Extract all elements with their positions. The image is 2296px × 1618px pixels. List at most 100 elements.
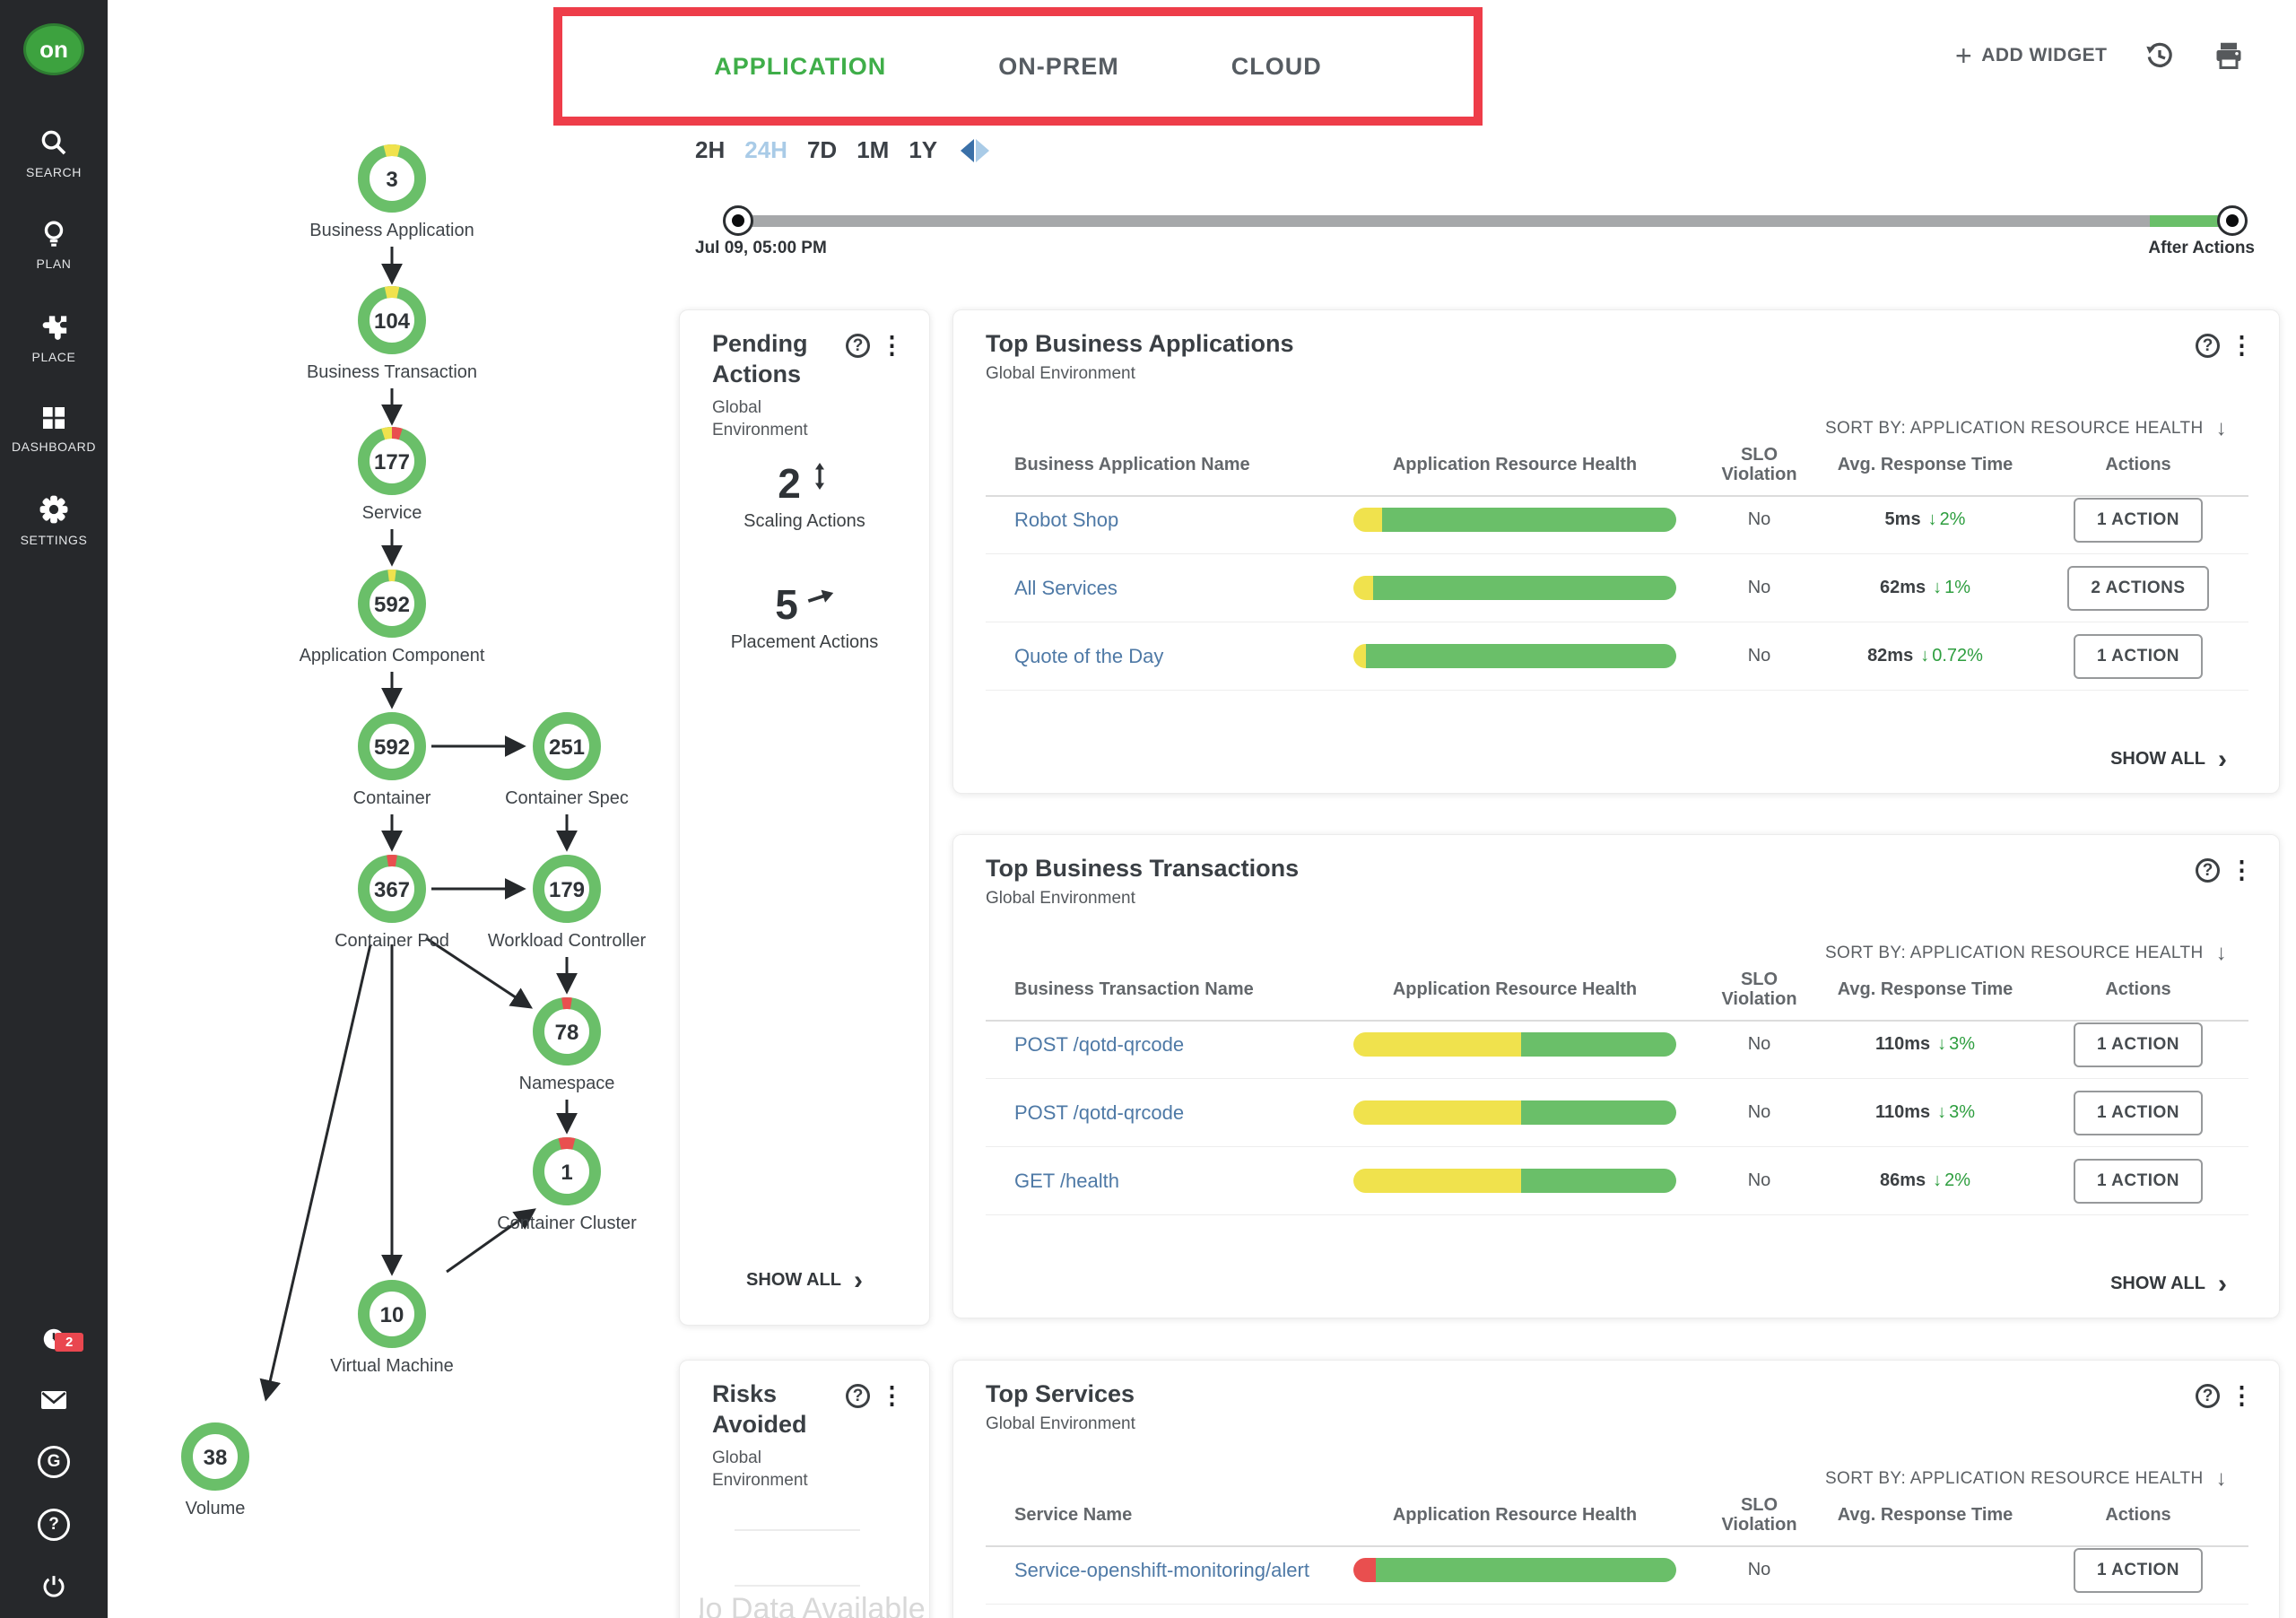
slo-value: No bbox=[1747, 1034, 1771, 1054]
messages-button[interactable] bbox=[39, 1385, 69, 1415]
kebab-menu-icon[interactable]: ⋮ bbox=[880, 332, 904, 359]
actions-button[interactable]: 2 ACTIONS bbox=[2067, 565, 2209, 611]
time-range-7d[interactable]: 7D bbox=[806, 136, 838, 163]
sort-by-control[interactable]: SORT BY: APPLICATION RESOURCE HEALTH ↓ bbox=[1825, 416, 2227, 441]
sort-by-control[interactable]: SORT BY: APPLICATION RESOURCE HEALTH ↓ bbox=[1825, 941, 2227, 966]
column-header: Service Name bbox=[1014, 1504, 1133, 1525]
time-step-arrows-icon[interactable] bbox=[961, 138, 990, 162]
actions-button[interactable]: 1 ACTION bbox=[2074, 1022, 2203, 1067]
table-row: Robot Shop No 5ms ↓ 2% 1 ACTION bbox=[986, 486, 2248, 554]
name-cell: POST /qotd-qrcode bbox=[986, 1033, 1326, 1057]
help-icon[interactable]: ? bbox=[846, 1384, 870, 1408]
show-all-link[interactable]: SHOW ALL › bbox=[680, 1266, 929, 1293]
history-icon[interactable] bbox=[2144, 39, 2176, 72]
tab-application[interactable]: APPLICATION bbox=[714, 52, 887, 80]
sort-by-control[interactable]: SORT BY: APPLICATION RESOURCE HEALTH ↓ bbox=[1825, 1466, 2227, 1492]
supply-node-workload-controller[interactable]: 179 Workload Controller bbox=[488, 855, 647, 952]
supply-node-namespace[interactable]: 78 Namespace bbox=[519, 997, 615, 1093]
add-widget-button[interactable]: + ADD WIDGET bbox=[1955, 41, 2108, 70]
supply-node-business-transaction[interactable]: 104 Business Transaction bbox=[307, 286, 477, 382]
time-range-1y[interactable]: 1Y bbox=[909, 136, 938, 163]
actions-cell: 2 ACTIONS bbox=[2035, 565, 2241, 611]
row-name-link[interactable]: Service-openshift-monitoring/alert bbox=[1014, 1558, 1309, 1581]
tab-on-prem[interactable]: ON-PREM bbox=[998, 52, 1119, 80]
supply-node-business-application[interactable]: 3 Business Application bbox=[309, 144, 474, 240]
time-range-1m[interactable]: 1M bbox=[857, 136, 890, 163]
table-header-row: Service Name Application Resource Health S… bbox=[986, 1495, 2248, 1547]
sidebar-item-search[interactable]: SEARCH bbox=[26, 127, 82, 179]
row-name-link[interactable]: Quote of the Day bbox=[1014, 644, 1164, 667]
supply-node-volume[interactable]: 38 Volume bbox=[181, 1422, 249, 1519]
pending-action-count: 2 bbox=[778, 460, 801, 507]
tab-cloud[interactable]: CLOUD bbox=[1231, 52, 1322, 80]
sidebar-item-settings[interactable]: SETTINGS bbox=[21, 493, 88, 547]
google-icon[interactable]: G bbox=[38, 1446, 70, 1478]
row-name-link[interactable]: All Services bbox=[1014, 576, 1118, 599]
name-cell: GET /health bbox=[986, 1170, 1326, 1193]
supply-node-container-cluster[interactable]: 1 Container Cluster bbox=[497, 1137, 637, 1233]
sidebar-item-place[interactable]: PLACE bbox=[32, 310, 76, 364]
logout-button[interactable] bbox=[39, 1571, 69, 1602]
actions-button[interactable]: 1 ACTION bbox=[2074, 1547, 2203, 1593]
widget-title: Top Business Applications bbox=[986, 330, 1294, 357]
response-cell: 82ms ↓ 0.72% bbox=[1815, 646, 2035, 666]
actions-button[interactable]: 1 ACTION bbox=[2074, 1158, 2203, 1204]
sidebar: on SEARCH PLAN PLACE DASHBOARD bbox=[0, 0, 108, 1618]
actions-button[interactable]: 1 ACTION bbox=[2074, 497, 2203, 543]
row-name-link[interactable]: POST /qotd-qrcode bbox=[1014, 1032, 1185, 1056]
help-icon[interactable]: ? bbox=[2196, 858, 2220, 883]
help-button[interactable]: ? bbox=[38, 1509, 70, 1541]
help-icon[interactable]: ? bbox=[2196, 1384, 2220, 1408]
node-count: 104 bbox=[374, 309, 411, 334]
sidebar-item-plan[interactable]: PLAN bbox=[37, 219, 72, 271]
kebab-menu-icon[interactable]: ⋮ bbox=[2230, 857, 2254, 883]
time-slider-track[interactable] bbox=[736, 215, 2231, 227]
pending-actions-widget: Pending Actions Global Environment ? ⋮ 2… bbox=[679, 309, 930, 1326]
supply-node-service[interactable]: 177 Service bbox=[356, 425, 427, 523]
sort-direction-icon: ↓ bbox=[2215, 941, 2227, 965]
help-icon[interactable]: ? bbox=[846, 334, 870, 358]
node-count: 367 bbox=[374, 878, 410, 902]
notifications-button[interactable]: 2 bbox=[39, 1324, 84, 1354]
chevron-right-icon: › bbox=[2218, 744, 2227, 774]
slider-handle-end[interactable] bbox=[2217, 205, 2248, 236]
sort-by-label: SORT BY: APPLICATION RESOURCE HEALTH bbox=[1824, 419, 2204, 438]
supply-node-container-spec[interactable]: 251 Container Spec bbox=[505, 712, 629, 809]
show-all-link[interactable]: SHOW ALL › bbox=[2110, 744, 2227, 774]
step-back-icon bbox=[961, 138, 975, 162]
after-actions-segment bbox=[2150, 215, 2231, 227]
health-bar-segment-green bbox=[1376, 1558, 1676, 1582]
row-name-link[interactable]: Robot Shop bbox=[1014, 508, 1119, 531]
kebab-menu-icon[interactable]: ⋮ bbox=[880, 1382, 904, 1409]
supply-chain-edge bbox=[259, 944, 372, 1402]
kebab-menu-icon[interactable]: ⋮ bbox=[2230, 1382, 2254, 1409]
pending-action-item[interactable]: 2 Scaling Actions bbox=[744, 463, 865, 532]
supply-node-container[interactable]: 592 Container bbox=[353, 712, 431, 809]
time-range-2h[interactable]: 2H bbox=[695, 136, 726, 163]
supply-node-application-component[interactable]: 592 Application Component bbox=[300, 570, 485, 665]
table-row: GET /health No 86ms ↓ 2% 1 ACTION bbox=[986, 1147, 2248, 1215]
show-all-link[interactable]: SHOW ALL › bbox=[2110, 1270, 2227, 1297]
response-cell: 62ms ↓ 1% bbox=[1815, 578, 2035, 598]
health-bar-segment-yellow bbox=[1353, 1032, 1522, 1057]
actions-button[interactable]: 1 ACTION bbox=[2074, 633, 2203, 679]
sidebar-item-dashboard[interactable]: DASHBOARD bbox=[12, 404, 96, 454]
health-cell bbox=[1326, 1169, 1703, 1193]
pending-action-item[interactable]: 5 Placement Actions bbox=[731, 584, 879, 653]
slider-handle-start[interactable] bbox=[723, 205, 753, 236]
actions-button[interactable]: 1 ACTION bbox=[2074, 1090, 2203, 1135]
print-icon[interactable] bbox=[2212, 39, 2246, 72]
health-bar-segment-green bbox=[1366, 644, 1676, 668]
supply-node-container-pod[interactable]: 367 Container Pod bbox=[335, 854, 449, 951]
node-count: 1 bbox=[561, 1161, 572, 1185]
node-count: 78 bbox=[555, 1021, 579, 1045]
health-bar-segment-green bbox=[1521, 1100, 1676, 1125]
question-mark-icon: ? bbox=[48, 1515, 59, 1534]
help-icon[interactable]: ? bbox=[2196, 334, 2220, 358]
row-name-link[interactable]: GET /health bbox=[1014, 1169, 1119, 1192]
supply-node-virtual-machine[interactable]: 10 Virtual Machine bbox=[330, 1280, 454, 1377]
app-logo[interactable]: on bbox=[23, 23, 84, 75]
kebab-menu-icon[interactable]: ⋮ bbox=[2230, 332, 2254, 359]
time-range-24h[interactable]: 24H bbox=[744, 136, 787, 163]
row-name-link[interactable]: POST /qotd-qrcode bbox=[1014, 1100, 1185, 1124]
